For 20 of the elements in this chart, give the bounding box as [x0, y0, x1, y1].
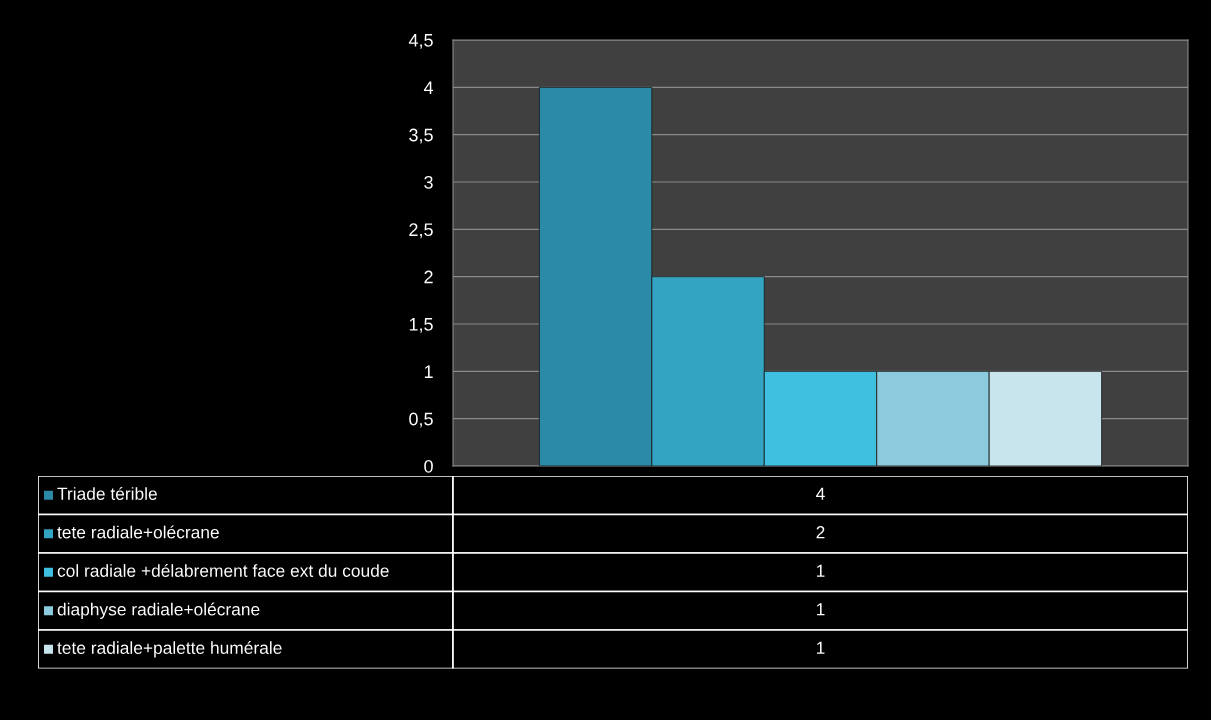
legend-label: diaphyse radiale+olécrane	[57, 602, 260, 619]
y-tick-label: 4,5	[408, 34, 433, 49]
y-tick-label: 0	[424, 459, 433, 473]
y-tick-label: 1,5	[409, 318, 433, 333]
y-tick-label: 0,5	[409, 412, 433, 428]
text: 2	[816, 526, 825, 539]
legend-label: tete radiale+olécrane	[57, 525, 219, 539]
y-tick-label: 2,5	[409, 223, 433, 239]
text: 4	[816, 487, 825, 500]
legend-label: Triade térible	[57, 486, 157, 500]
text: 1	[817, 564, 825, 577]
y-tick-label: 3,5	[409, 128, 433, 144]
text: 1	[817, 603, 825, 616]
y-tick-label: 2	[424, 270, 433, 284]
y-tick-label: 1	[424, 365, 433, 378]
legend-label: tete radiale+palette humérale	[57, 641, 282, 658]
y-tick-label: 4	[423, 81, 434, 94]
y-tick-label: 3	[424, 175, 433, 189]
text: 1	[817, 641, 825, 654]
legend-label: col radiale +délabrement face ext du coude	[57, 563, 389, 577]
